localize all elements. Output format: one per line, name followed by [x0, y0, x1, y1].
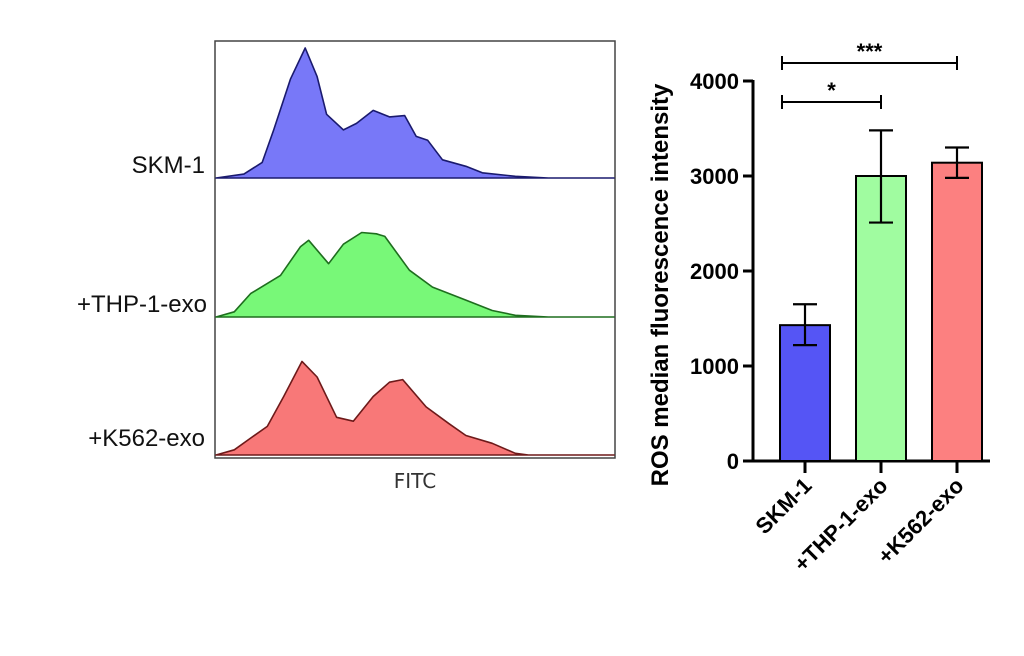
histogram-curve — [215, 47, 615, 179]
y-tick-label: 4000 — [690, 69, 739, 94]
y-tick-label: 1000 — [690, 354, 739, 379]
y-tick-label: 2000 — [690, 259, 739, 284]
y-tick-label: 3000 — [690, 164, 739, 189]
histogram-panel: SKM-1 +THP-1-exo +K562-exo FITC — [77, 40, 616, 493]
histogram-label-k562: +K562-exo — [88, 425, 205, 452]
histogram-curve — [215, 231, 615, 318]
x-tick-label: SKM-1 — [750, 473, 816, 539]
histogram-label-thp1: +THP-1-exo — [77, 291, 207, 318]
histogram-curve — [215, 360, 615, 456]
bar-chart: ROS median fluorescence intensity 0 1000 2… — [647, 39, 990, 577]
significance-label: *** — [857, 39, 883, 64]
histogram-label-skm1: SKM-1 — [132, 152, 205, 179]
significance-label: * — [827, 78, 836, 103]
histogram-frame — [214, 40, 616, 459]
y-axis-label: ROS median fluorescence intensity — [647, 83, 674, 486]
bar — [931, 161, 983, 462]
y-tick-label: 0 — [727, 449, 739, 474]
histogram-x-label: FITC — [394, 469, 436, 493]
